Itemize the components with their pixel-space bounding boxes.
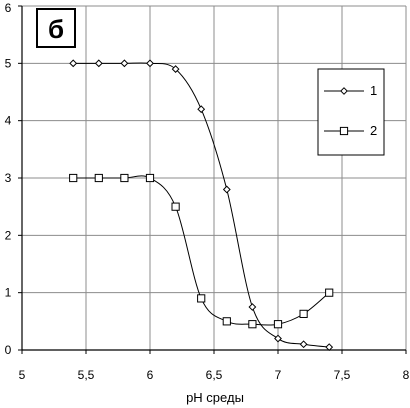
x-tick-label-2: 6 xyxy=(147,368,154,382)
series-2-point-8 xyxy=(273,320,283,329)
legend-box xyxy=(317,68,385,156)
series-1-point-1 xyxy=(94,59,103,68)
series-2-point-9 xyxy=(299,309,308,318)
series-2-point-2 xyxy=(120,173,129,183)
series-2-point-1 xyxy=(94,173,103,183)
series-2-point-5 xyxy=(197,294,206,303)
series-1-point-2 xyxy=(120,59,129,68)
series-2-point-0 xyxy=(69,173,78,183)
series-1-point-5 xyxy=(197,105,206,114)
x-tick-label-1: 5,5 xyxy=(78,368,95,382)
x-tick-label-4: 7 xyxy=(275,368,282,382)
series-1-point-9 xyxy=(299,340,308,349)
series-1-line xyxy=(73,62,330,348)
x-tick-label-0: 5 xyxy=(19,368,26,382)
panel-label: б xyxy=(48,14,64,44)
series-2-line xyxy=(73,175,330,326)
legend-label-2: 2 xyxy=(370,123,377,138)
panel-label-box: б xyxy=(36,8,76,48)
series-1-point-7 xyxy=(248,303,257,311)
y-tick-label-3: 3 xyxy=(5,171,12,185)
series-layer xyxy=(69,59,334,352)
series-2-point-4 xyxy=(171,202,180,211)
legend-marker-1 xyxy=(340,87,348,95)
series-2-point-6 xyxy=(222,317,231,326)
y-tick-label-1: 1 xyxy=(5,286,12,300)
legend: 12 xyxy=(317,68,385,156)
y-tick-label-0: 0 xyxy=(5,343,12,357)
y-tick-label-2: 2 xyxy=(5,228,12,242)
panel-label-frame xyxy=(36,8,76,48)
y-tick-label-5: 5 xyxy=(5,56,12,70)
series-1-point-8 xyxy=(274,334,282,343)
y-tick-label-4: 4 xyxy=(5,114,12,128)
series-2-point-7 xyxy=(248,320,257,329)
legend-marker-2 xyxy=(339,126,349,136)
series-1-point-4 xyxy=(171,65,180,73)
series-1-point-6 xyxy=(222,185,231,194)
x-tick-label-5: 7,5 xyxy=(334,368,351,382)
series-2-point-10 xyxy=(325,288,334,297)
x-tick-label-3: 6,5 xyxy=(206,368,223,382)
y-tick-label-6: 6 xyxy=(5,1,12,15)
x-tick-label-6: 8 xyxy=(403,368,410,382)
series-1-point-3 xyxy=(146,59,154,68)
series-2-point-3 xyxy=(145,173,155,183)
series-1-point-10 xyxy=(325,343,334,352)
x-axis-title: pH среды xyxy=(186,390,244,405)
series-1-point-0 xyxy=(69,59,78,68)
legend-label-1: 1 xyxy=(370,83,377,98)
